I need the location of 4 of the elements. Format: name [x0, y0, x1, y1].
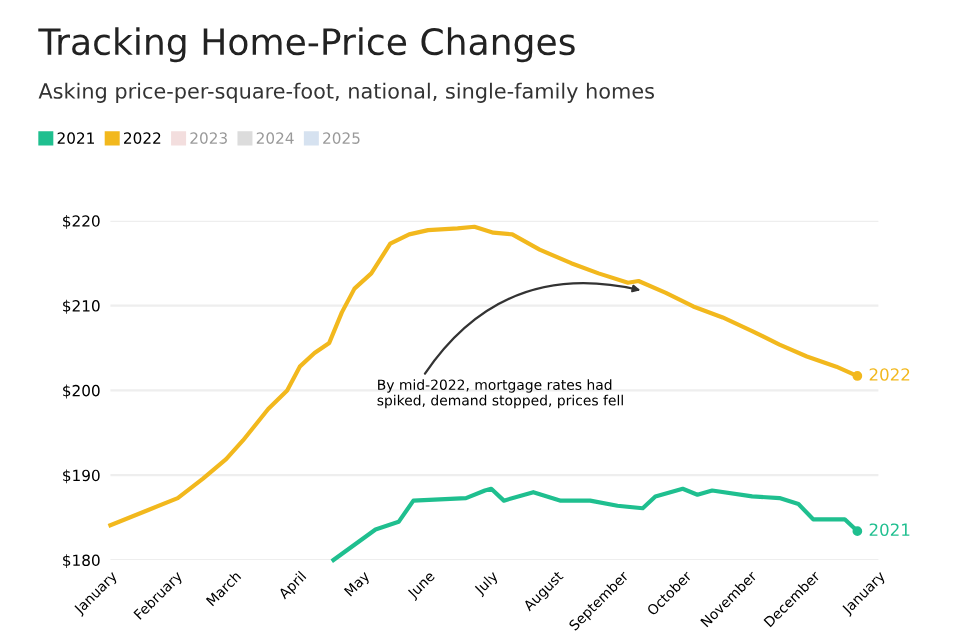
text: 2022 [869, 368, 910, 381]
chart-title: Tracking Home-Price Changes [38, 27, 575, 63]
text: 2021 [869, 523, 910, 536]
chart-subtitle: Asking price-per-square-foot, national, single-family homes [38, 82, 654, 103]
